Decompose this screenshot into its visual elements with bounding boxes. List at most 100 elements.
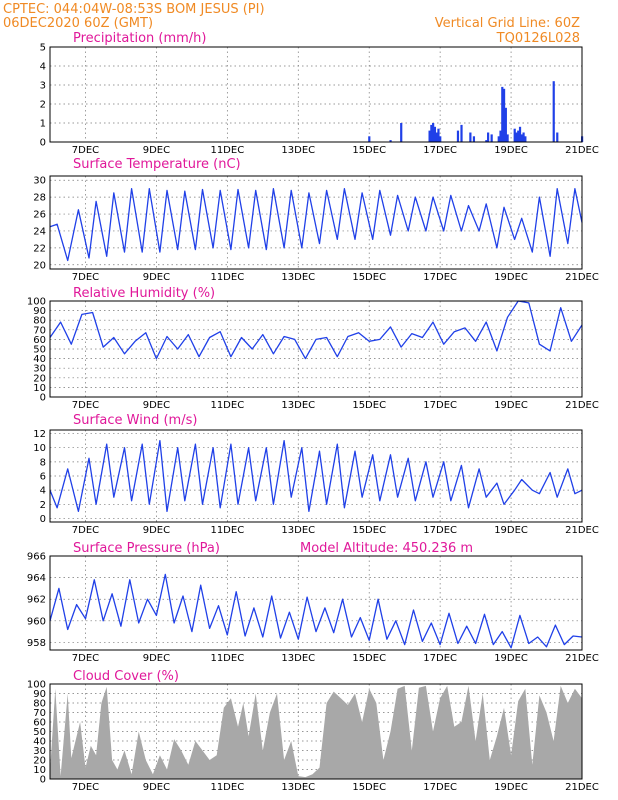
humidity-ytick: 50: [33, 345, 46, 356]
wind-xtick: 13DEC: [281, 525, 315, 536]
temperature-line: [49, 188, 583, 262]
pressure-ytick: 960: [27, 616, 46, 627]
humidity-xtick: 17DEC: [423, 400, 457, 411]
precip-ytick: 1: [40, 119, 46, 130]
cloud-ytick: 0: [40, 775, 46, 786]
precip-bar: [439, 136, 442, 142]
precip-xtick: 9DEC: [143, 145, 170, 156]
precip-bar: [435, 132, 438, 142]
precip-bar: [556, 132, 559, 142]
humidity-ytick: 60: [33, 335, 46, 346]
precip-ytick: 0: [40, 138, 46, 149]
humidity-xtick: 9DEC: [143, 400, 170, 411]
temperature-frame: [49, 175, 583, 270]
cloud-title: Cloud Cover (%): [73, 669, 179, 684]
precip-bar: [513, 128, 516, 142]
cloud-ytick: 40: [33, 737, 46, 748]
humidity-ytick: 10: [33, 383, 46, 394]
precip-bar: [368, 136, 371, 142]
temperature-ytick: 20: [33, 260, 46, 271]
pressure-xtick: 17DEC: [423, 653, 457, 664]
humidity-ytick: 40: [33, 354, 46, 365]
precip-bar: [497, 136, 500, 142]
cloud-ytick: 80: [33, 699, 46, 710]
temperature-xtick: 9DEC: [143, 272, 170, 283]
pressure-line: [49, 573, 583, 649]
wind-xtick: 21DEC: [565, 525, 599, 536]
humidity-title: Relative Humidity (%): [73, 286, 215, 301]
humidity-ytick: 80: [33, 316, 46, 327]
humidity-xtick: 21DEC: [565, 400, 599, 411]
pressure-ytick: 966: [27, 552, 46, 563]
precip-bar: [472, 136, 476, 142]
run-date: 06DEC2020 60Z (GMT): [3, 16, 153, 31]
temperature-xtick: 11DEC: [210, 272, 244, 283]
humidity-ytick: 20: [33, 373, 46, 384]
temperature-xtick: 21DEC: [565, 272, 599, 283]
precip-xtick: 19DEC: [494, 145, 528, 156]
pressure-xtick: 11DEC: [210, 653, 244, 664]
pressure-xtick: 15DEC: [352, 653, 386, 664]
temperature-ytick: 26: [33, 210, 46, 221]
station-header: CPTEC: 044:04W-08:53S BOM JESUS (PI): [3, 2, 265, 17]
precip-bar: [456, 130, 460, 142]
cloud-ytick: 70: [33, 708, 46, 719]
cloud-area: [50, 685, 582, 779]
precip-bar: [502, 88, 506, 142]
temperature-xtick: 15DEC: [352, 272, 386, 283]
precip-panel: 0 1 2 3 4 5 7DEC 9DEC 11DEC 13DEC 15DEC 17DEC 19DEC 2…: [40, 43, 599, 157]
pressure-ytick: 962: [27, 595, 46, 606]
wind-ytick: 10: [33, 443, 46, 454]
cloud-ytick: 50: [33, 727, 46, 738]
cloud-xtick: 13DEC: [281, 782, 315, 793]
wind-ytick: 2: [40, 500, 46, 511]
temperature-ytick: 24: [33, 226, 46, 237]
precip-bar: [520, 134, 523, 142]
precip-ytick: 3: [40, 81, 46, 92]
temperature-ytick: 28: [33, 193, 46, 204]
cloud-xtick: 15DEC: [352, 782, 386, 793]
precip-xtick: 11DEC: [210, 145, 244, 156]
cloud-xtick: 17DEC: [423, 782, 457, 793]
humidity-frame: [49, 300, 583, 398]
temperature-title: Surface Temperature (nC): [73, 157, 241, 172]
precip-frame: [49, 46, 583, 143]
humidity-ytick: 0: [40, 393, 46, 404]
wind-ytick: 4: [40, 486, 46, 497]
pressure-xtick: 7DEC: [72, 653, 99, 664]
cloud-xtick: 11DEC: [210, 782, 244, 793]
precip-xtick: 21DEC: [565, 145, 599, 156]
cloud-ytick: 100: [27, 680, 46, 691]
precip-xtick: 13DEC: [281, 145, 315, 156]
pressure-ytick: 958: [27, 638, 46, 649]
cloud-ytick: 90: [33, 689, 46, 700]
model-id: TQ0126L028: [496, 31, 580, 46]
cloud-xtick: 19DEC: [494, 782, 528, 793]
humidity-ytick: 100: [27, 297, 46, 308]
wind-xtick: 7DEC: [72, 525, 99, 536]
precip-ytick: 4: [40, 62, 46, 73]
temperature-ytick: 30: [33, 176, 46, 187]
wind-ytick: 12: [33, 429, 46, 440]
precip-ytick: 2: [40, 100, 46, 111]
humidity-xtick: 13DEC: [281, 400, 315, 411]
precip-bar: [517, 130, 520, 142]
pressure-xtick: 21DEC: [565, 653, 599, 664]
precip-xtick: 15DEC: [352, 145, 386, 156]
wind-line: [49, 439, 583, 513]
humidity-line: [49, 300, 583, 360]
precip-bar: [490, 134, 493, 142]
humidity-xtick: 19DEC: [494, 400, 528, 411]
pressure-xtick: 13DEC: [281, 653, 315, 664]
wind-xtick: 17DEC: [423, 525, 457, 536]
temperature-xtick: 19DEC: [494, 272, 528, 283]
precip-bar: [518, 126, 522, 142]
precip-bar: [524, 136, 527, 142]
precip-bar: [522, 132, 525, 142]
precip-ytick: 5: [40, 43, 46, 54]
precip-xtick: 17DEC: [423, 145, 457, 156]
wind-xtick: 9DEC: [143, 525, 170, 536]
humidity-ytick: 30: [33, 364, 46, 375]
